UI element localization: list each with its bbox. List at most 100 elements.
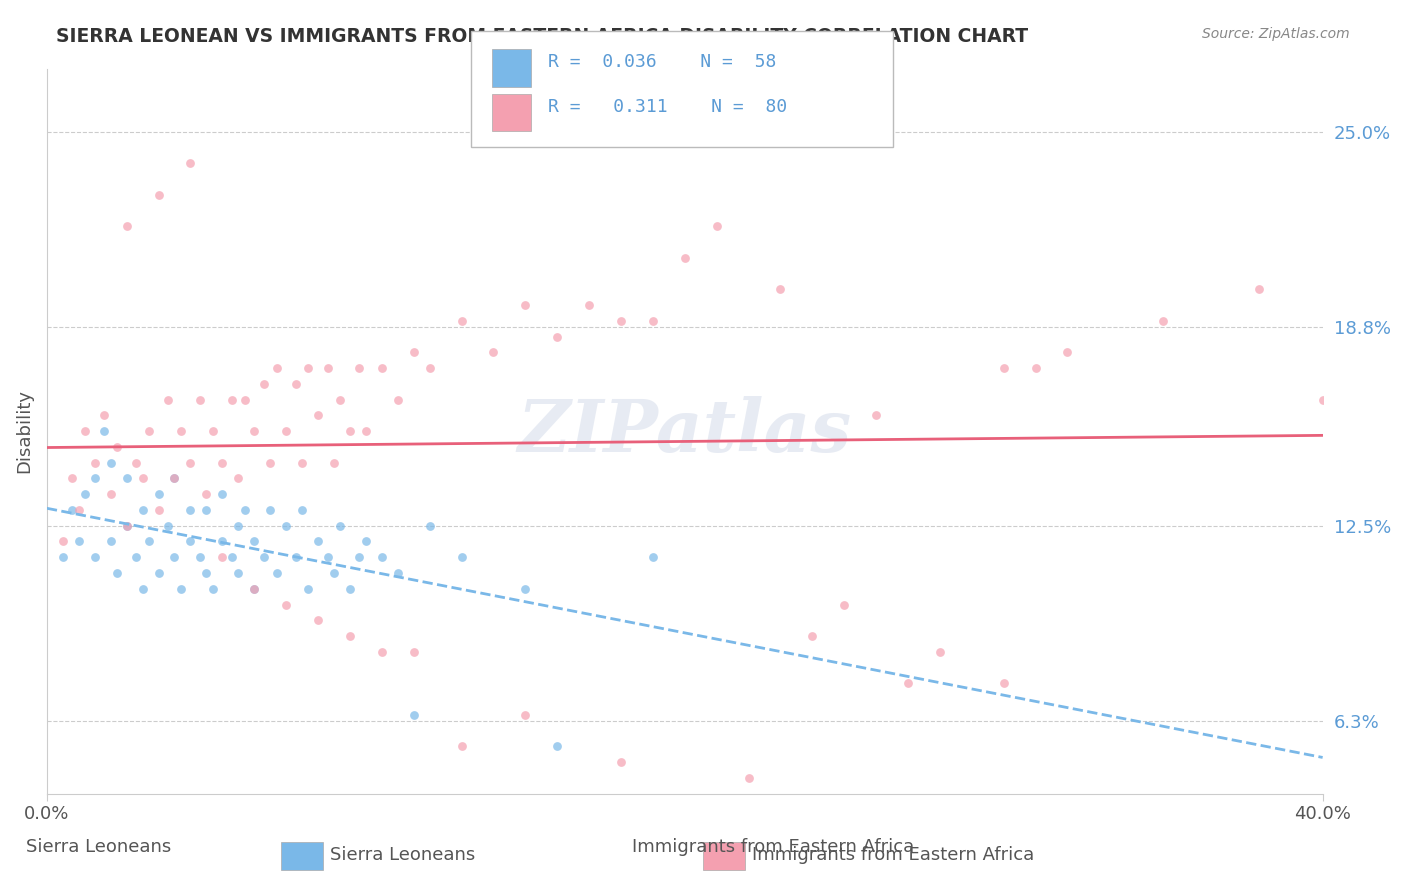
Point <box>993 676 1015 690</box>
Point <box>349 550 371 565</box>
Point <box>253 550 276 565</box>
Point <box>1025 361 1047 376</box>
Point <box>1247 282 1270 296</box>
Point <box>60 471 83 485</box>
Point <box>929 645 952 659</box>
Point <box>259 456 281 470</box>
Point <box>515 707 537 722</box>
Point <box>243 582 266 596</box>
Point <box>93 409 115 423</box>
Point <box>211 456 233 470</box>
Point <box>195 503 218 517</box>
Point <box>105 566 128 580</box>
Point <box>115 518 138 533</box>
Point <box>125 550 148 565</box>
Point <box>371 645 394 659</box>
Point <box>307 613 329 627</box>
Point <box>179 534 201 549</box>
Point <box>131 582 153 596</box>
Point <box>832 598 855 612</box>
Point <box>105 440 128 454</box>
Point <box>131 471 153 485</box>
Point <box>450 550 472 565</box>
Point <box>266 566 288 580</box>
Point <box>226 518 249 533</box>
Point <box>233 503 256 517</box>
Point <box>993 361 1015 376</box>
Point <box>274 518 297 533</box>
Text: R =  0.036    N =  58: R = 0.036 N = 58 <box>548 54 776 71</box>
Point <box>83 471 105 485</box>
Point <box>641 314 664 328</box>
Point <box>402 345 425 359</box>
Point <box>157 392 180 407</box>
Point <box>865 409 887 423</box>
Point <box>307 534 329 549</box>
Point <box>221 392 243 407</box>
Point <box>148 487 170 501</box>
Point <box>170 424 193 438</box>
Point <box>769 282 792 296</box>
Point <box>706 219 728 234</box>
Point <box>75 424 97 438</box>
Point <box>578 298 600 312</box>
Point <box>450 314 472 328</box>
Point <box>100 487 122 501</box>
Point <box>115 518 138 533</box>
Point <box>316 550 339 565</box>
Point <box>148 566 170 580</box>
Text: Sierra Leoneans: Sierra Leoneans <box>330 846 475 863</box>
Point <box>515 582 537 596</box>
Point <box>354 424 377 438</box>
Point <box>546 329 568 343</box>
Point <box>148 503 170 517</box>
Point <box>297 582 319 596</box>
Point <box>179 503 201 517</box>
Point <box>163 471 186 485</box>
Point <box>188 392 211 407</box>
Point <box>1056 345 1078 359</box>
Point <box>266 361 288 376</box>
Text: Immigrants from Eastern Africa: Immigrants from Eastern Africa <box>633 838 914 856</box>
Point <box>387 392 409 407</box>
Point <box>253 376 276 391</box>
Point <box>52 550 75 565</box>
Point <box>450 739 472 754</box>
Point <box>131 503 153 517</box>
Point <box>297 361 319 376</box>
Point <box>291 503 314 517</box>
Text: ZIPatlas: ZIPatlas <box>517 395 852 467</box>
Point <box>211 487 233 501</box>
Point <box>402 645 425 659</box>
Point <box>163 471 186 485</box>
Point <box>329 392 352 407</box>
Point <box>83 550 105 565</box>
Point <box>115 471 138 485</box>
Point <box>349 361 371 376</box>
Text: Source: ZipAtlas.com: Source: ZipAtlas.com <box>1202 27 1350 41</box>
Point <box>323 566 346 580</box>
Point <box>284 550 307 565</box>
Point <box>243 582 266 596</box>
Point <box>179 156 201 170</box>
Point <box>195 487 218 501</box>
Point <box>284 376 307 391</box>
Point <box>179 456 201 470</box>
Point <box>201 424 224 438</box>
Point <box>274 598 297 612</box>
Text: Immigrants from Eastern Africa: Immigrants from Eastern Africa <box>752 846 1035 863</box>
Point <box>1152 314 1174 328</box>
Point <box>610 755 633 769</box>
Point <box>737 125 759 139</box>
Point <box>115 219 138 234</box>
Point <box>387 566 409 580</box>
Point <box>737 771 759 785</box>
Point <box>221 550 243 565</box>
Point <box>170 582 193 596</box>
Point <box>354 534 377 549</box>
Point <box>125 456 148 470</box>
Point <box>339 424 361 438</box>
Text: SIERRA LEONEAN VS IMMIGRANTS FROM EASTERN AFRICA DISABILITY CORRELATION CHART: SIERRA LEONEAN VS IMMIGRANTS FROM EASTER… <box>56 27 1028 45</box>
Point <box>482 345 505 359</box>
Point <box>157 518 180 533</box>
